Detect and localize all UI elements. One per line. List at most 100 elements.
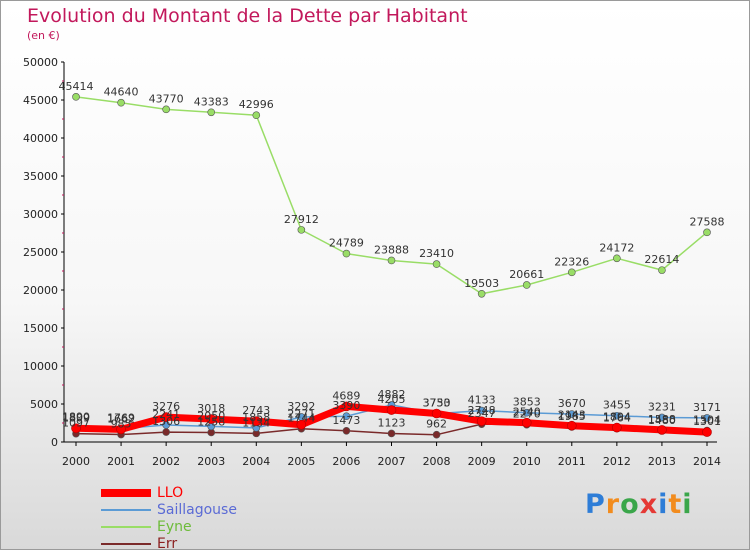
data-point [522, 408, 531, 417]
data-label: 24172 [599, 241, 634, 254]
x-tick-label: 2004 [242, 455, 270, 468]
data-label: 3750 [423, 397, 451, 410]
data-label: 2347 [468, 407, 496, 420]
x-tick-label: 2006 [332, 455, 360, 468]
data-point [252, 111, 261, 120]
logo-letter: x [639, 489, 659, 520]
logo-letter: i [658, 489, 669, 520]
data-label: 1097 [62, 417, 90, 430]
x-tick-label: 2013 [648, 455, 676, 468]
data-point [476, 416, 487, 426]
data-point [207, 108, 216, 117]
data-point [117, 98, 125, 107]
data-point [613, 411, 621, 420]
data-point [297, 226, 306, 234]
data-label: 3171 [693, 401, 721, 414]
data-point [613, 254, 621, 263]
data-label: 1123 [378, 416, 406, 429]
logo-letter: r [605, 489, 621, 520]
y-tick-label: 0 [51, 436, 58, 449]
data-point [521, 417, 532, 428]
y-tick-label: 35000 [23, 170, 58, 183]
data-label: 1858 [242, 411, 270, 424]
data-label: 22326 [554, 255, 589, 268]
data-point [387, 256, 396, 265]
legend-swatch [101, 509, 151, 511]
y-tick-label: 30000 [23, 208, 58, 221]
data-point [658, 413, 666, 422]
data-label: 1134 [242, 416, 270, 429]
legend-swatch [101, 489, 151, 497]
data-point [387, 429, 396, 438]
legend-swatch [101, 526, 151, 528]
chart-title: Evolution du Montant de la Dette par Hab… [27, 5, 468, 27]
data-point [702, 427, 712, 437]
data-label: 2743 [242, 404, 270, 417]
data-label: 24789 [329, 237, 364, 250]
data-label: 4882 [378, 388, 406, 401]
y-tick-label: 50000 [23, 56, 58, 69]
data-label: 3390 [332, 399, 360, 412]
data-point [341, 401, 352, 412]
y-tick-label: 45000 [23, 94, 58, 107]
y-tick-label: 15000 [23, 322, 58, 335]
data-point [71, 423, 81, 434]
data-label: 2540 [513, 406, 541, 419]
data-label: 44640 [104, 86, 139, 99]
data-point [116, 424, 126, 435]
x-tick-label: 2010 [513, 455, 541, 468]
data-label: 42996 [239, 98, 274, 111]
data-point [342, 427, 351, 435]
data-label: 2241 [152, 408, 180, 421]
data-point [477, 406, 486, 415]
y-tick-label: 25000 [23, 246, 58, 259]
data-label: 4133 [468, 394, 496, 407]
data-point [522, 281, 531, 289]
data-label: 1764 [603, 412, 631, 425]
x-tick-label: 2008 [423, 455, 451, 468]
legend-label: LLO [157, 485, 184, 501]
data-label: 23888 [374, 243, 409, 256]
data-label: 1744 [287, 412, 315, 425]
data-point [477, 289, 486, 298]
x-tick-label: 2009 [468, 455, 496, 468]
data-point [72, 93, 80, 101]
data-point [296, 419, 307, 430]
series-lines [71, 93, 712, 439]
data-point [251, 416, 262, 426]
data-label: 2271 [287, 408, 315, 421]
data-label: 1301 [693, 415, 721, 428]
data-point [657, 425, 667, 435]
data-label: 3853 [513, 396, 541, 409]
data-point [703, 228, 711, 237]
data-point [612, 422, 622, 433]
data-point [162, 105, 170, 114]
data-label: 27588 [690, 215, 725, 228]
data-label: 2050 [197, 409, 225, 422]
data-label: 4205 [378, 393, 406, 406]
y-tick-label: 20000 [23, 284, 58, 297]
data-point [566, 420, 577, 431]
y-tick-label: 40000 [23, 132, 58, 145]
data-label: 4689 [332, 389, 360, 402]
data-label: 23410 [419, 247, 454, 260]
data-label: 1306 [152, 415, 180, 428]
data-label: 3733 [423, 397, 451, 410]
data-point [658, 266, 666, 274]
data-label: 1894 [603, 411, 631, 424]
x-tick-label: 2012 [603, 455, 631, 468]
data-label: 19503 [464, 277, 499, 290]
data-label: 22614 [644, 253, 679, 266]
legend-label: Saillagouse [157, 502, 237, 518]
legend-label: Eyne [157, 519, 192, 535]
legend-swatch [101, 543, 151, 545]
y-tick-label: 5000 [30, 398, 58, 411]
data-label: 1662 [107, 412, 135, 425]
data-label: 3670 [558, 397, 586, 410]
data-labels: 1809 1662 3276 3018 2743 2271 4689 4205 3750 2748… [59, 80, 725, 431]
data-label: 2143 [558, 409, 586, 422]
data-point [431, 408, 442, 419]
data-label: 1258 [197, 415, 225, 428]
data-label: 3018 [197, 402, 225, 415]
